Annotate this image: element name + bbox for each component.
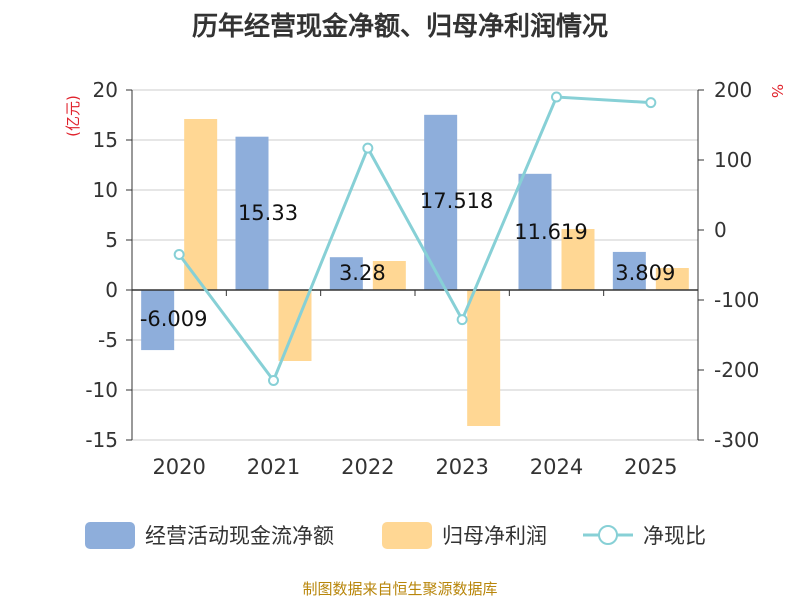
ratio-point bbox=[645, 97, 657, 109]
bar-net-profit bbox=[372, 261, 406, 290]
y-left-tick-label: 10 bbox=[93, 178, 118, 202]
legend-swatch-profit bbox=[382, 522, 432, 549]
x-tick-label: 2025 bbox=[624, 455, 677, 479]
chart-title: 历年经营现金净额、归母净利润情况 bbox=[191, 12, 608, 42]
ratio-line bbox=[177, 95, 651, 384]
ratio-point bbox=[456, 314, 468, 326]
ratio-point bbox=[268, 375, 279, 386]
cash-flow-value-label: 3.809 bbox=[615, 261, 675, 285]
x-tick-label: 2022 bbox=[341, 455, 394, 479]
y-left-tick-label: 5 bbox=[105, 228, 118, 252]
y-right-tick-label: 200 bbox=[714, 78, 752, 102]
ratio-point bbox=[173, 249, 185, 260]
y-left-tick-label: 20 bbox=[93, 78, 118, 102]
ratio-point bbox=[362, 142, 374, 154]
bar-cash-flow bbox=[141, 290, 175, 351]
y-left-tick-label: 15 bbox=[93, 128, 118, 152]
cash-flow-value-label: 15.33 bbox=[238, 201, 298, 225]
bar-cash-flow bbox=[235, 136, 269, 290]
x-tick-label: 2020 bbox=[152, 455, 205, 479]
bar-net-profit bbox=[184, 119, 218, 290]
bar-net-profit bbox=[467, 290, 501, 426]
cash-flow-value-label: 11.619 bbox=[514, 220, 587, 244]
y-left-tick-label: 0 bbox=[105, 278, 118, 302]
bar-cash-flow bbox=[518, 173, 552, 290]
y-right-axis-label: % bbox=[768, 84, 786, 98]
x-tick-label: 2024 bbox=[530, 455, 583, 479]
x-tick-label: 2021 bbox=[247, 455, 300, 479]
y-right-tick-label: -300 bbox=[714, 428, 759, 452]
y-right-tick-label: 100 bbox=[714, 148, 752, 172]
bar-cash-flow bbox=[329, 257, 363, 290]
y-left-axis-label: (亿元) bbox=[64, 95, 82, 137]
y-right-tick-label: 0 bbox=[714, 218, 727, 242]
cash-flow-value-label: 3.28 bbox=[339, 261, 386, 285]
bar-net-profit bbox=[655, 268, 689, 290]
cash-flow-value-label: -6.009 bbox=[140, 307, 208, 331]
y-left-tick-label: -5 bbox=[98, 328, 118, 352]
legend-marker-ratio bbox=[598, 525, 618, 545]
bar-cash-flow bbox=[612, 251, 646, 290]
y-right-tick-label: -200 bbox=[714, 358, 759, 382]
x-tick-label: 2023 bbox=[435, 455, 488, 479]
legend-swatch-cash bbox=[85, 522, 135, 549]
legend-label-profit: 归母净利润 bbox=[442, 524, 547, 548]
y-right-tick-label: -100 bbox=[714, 288, 759, 312]
y-left-tick-label: -15 bbox=[85, 428, 118, 452]
legend-label-cash: 经营活动现金流净额 bbox=[145, 524, 334, 548]
source-note: 制图数据来自恒生聚源数据库 bbox=[302, 580, 498, 598]
y-left-tick-label: -10 bbox=[85, 378, 118, 402]
cash-flow-value-label: 17.518 bbox=[420, 189, 493, 213]
legend-label-ratio: 净现比 bbox=[643, 524, 706, 548]
bar-net-profit bbox=[561, 229, 595, 290]
ratio-point bbox=[551, 91, 562, 103]
